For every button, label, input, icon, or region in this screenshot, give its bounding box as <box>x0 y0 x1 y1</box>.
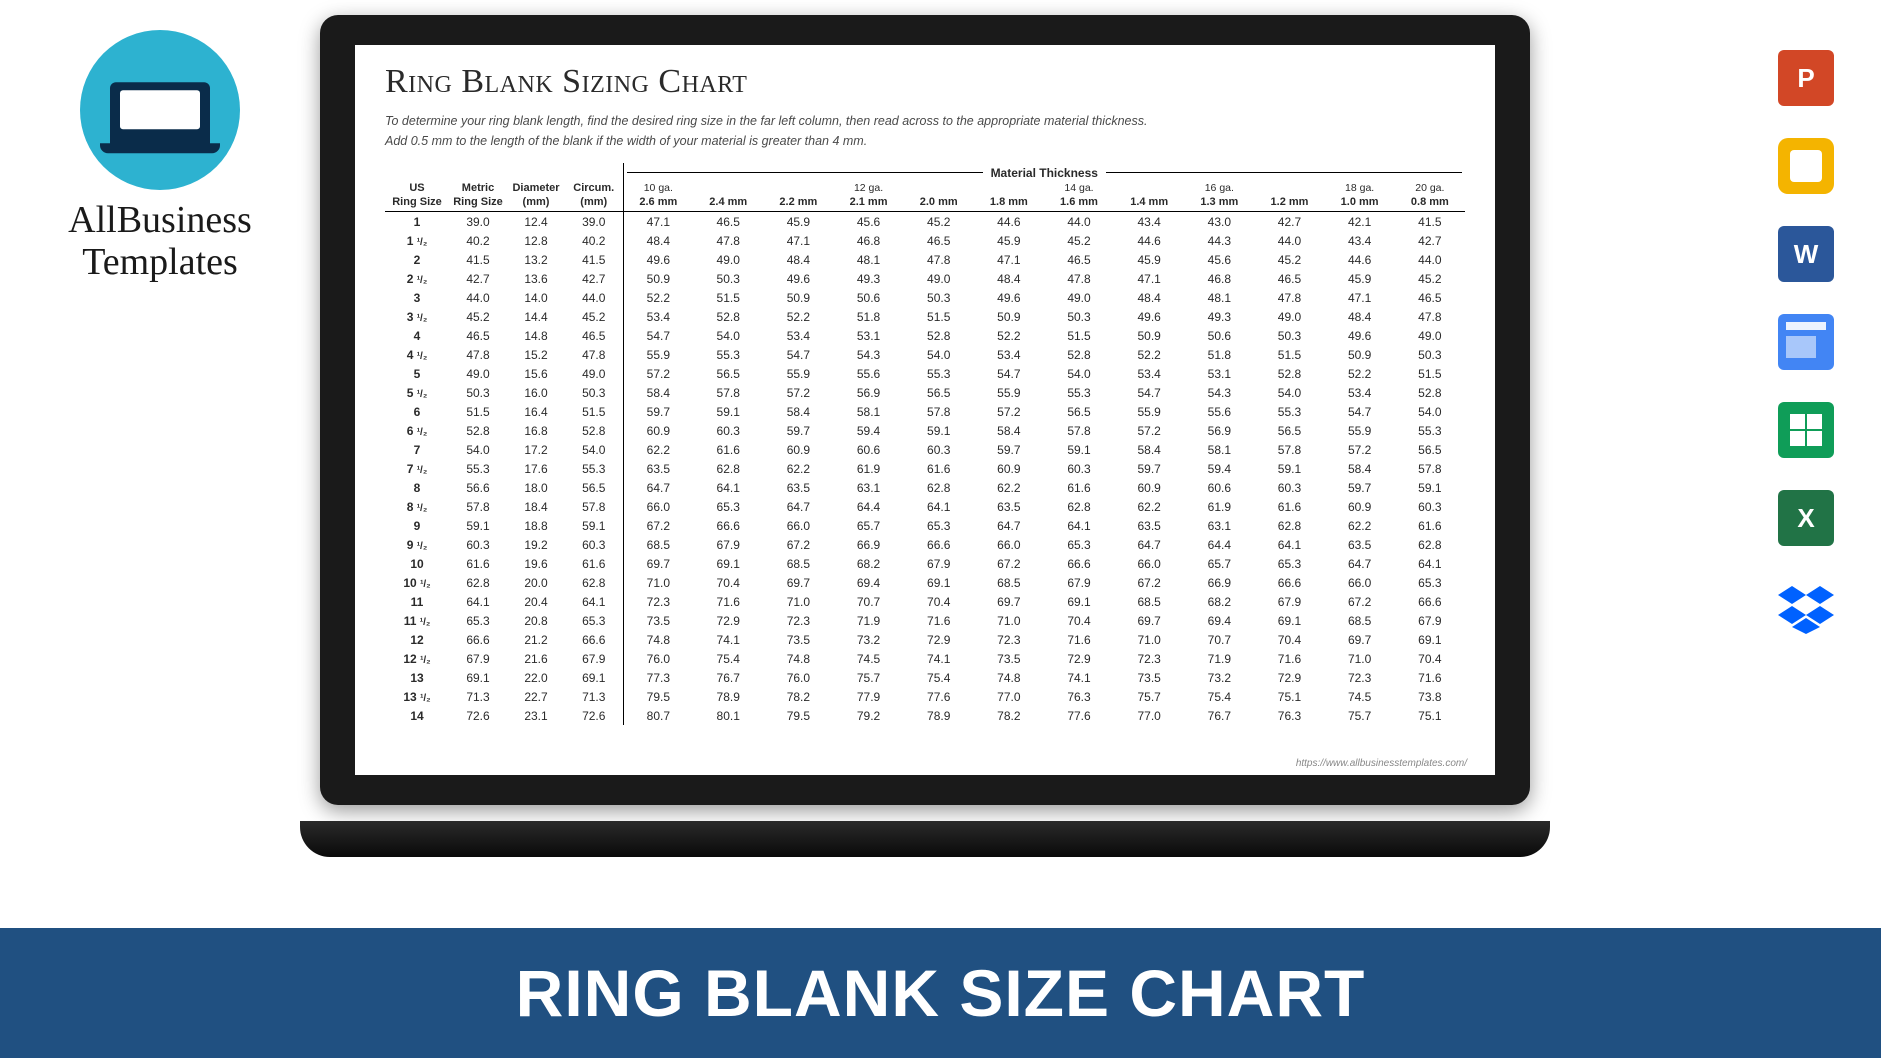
page-banner: RING BLANK SIZE CHART <box>0 928 1881 1058</box>
word-icon[interactable]: W <box>1778 226 1834 282</box>
col-thickness: 12 ga.2.1 mm <box>833 180 903 212</box>
col-us-ring-size: USRing Size <box>385 163 449 212</box>
table-row: 1369.122.069.177.376.776.075.775.474.874… <box>385 668 1465 687</box>
table-row: 11 ¹/₂65.320.865.373.572.972.371.971.671… <box>385 611 1465 630</box>
table-row: 8 ¹/₂57.818.457.866.065.364.764.464.163.… <box>385 497 1465 516</box>
material-thickness-label: Material Thickness <box>991 166 1098 180</box>
col-diameter: Diameter(mm) <box>507 163 565 212</box>
excel-icon[interactable]: X <box>1778 490 1834 546</box>
col-thickness: 1.8 mm <box>974 180 1044 212</box>
file-type-icons: P W X <box>1771 50 1841 634</box>
table-row: 139.012.439.047.146.545.945.645.244.644.… <box>385 212 1465 232</box>
table-row: 344.014.044.052.251.550.950.650.349.649.… <box>385 288 1465 307</box>
table-row: 959.118.859.167.266.666.065.765.364.764.… <box>385 516 1465 535</box>
col-thickness: 2.2 mm <box>763 180 833 212</box>
col-thickness: 2.4 mm <box>693 180 763 212</box>
col-thickness: 18 ga.1.0 mm <box>1325 180 1395 212</box>
document-preview: Ring Blank Sizing Chart To determine you… <box>355 45 1495 775</box>
document-subtitle: To determine your ring blank length, fin… <box>385 111 1465 151</box>
table-row: 1061.619.661.669.769.168.568.267.967.266… <box>385 554 1465 573</box>
col-thickness: 10 ga.2.6 mm <box>623 180 693 212</box>
col-circumference: Circum.(mm) <box>565 163 623 212</box>
table-row: 10 ¹/₂62.820.062.871.070.469.769.469.168… <box>385 573 1465 592</box>
google-docs-icon[interactable] <box>1778 314 1834 370</box>
table-row: 651.516.451.559.759.158.458.157.857.256.… <box>385 402 1465 421</box>
table-row: 1 ¹/₂40.212.840.248.447.847.146.846.545.… <box>385 231 1465 250</box>
table-row: 2 ¹/₂42.713.642.750.950.349.649.349.048.… <box>385 269 1465 288</box>
source-url: https://www.allbusinesstemplates.com/ <box>1296 758 1467 769</box>
laptop-mock: Ring Blank Sizing Chart To determine you… <box>320 15 1530 845</box>
laptop-icon <box>110 82 210 147</box>
table-row: 6 ¹/₂52.816.852.860.960.359.759.459.158.… <box>385 421 1465 440</box>
dropbox-icon[interactable] <box>1778 578 1834 634</box>
col-thickness: 1.2 mm <box>1254 180 1324 212</box>
col-thickness: 20 ga.0.8 mm <box>1395 180 1465 212</box>
laptop-bezel: Ring Blank Sizing Chart To determine you… <box>320 15 1530 805</box>
table-row: 3 ¹/₂45.214.445.253.452.852.251.851.550.… <box>385 307 1465 326</box>
google-slides-icon[interactable] <box>1778 138 1834 194</box>
table-row: 13 ¹/₂71.322.771.379.578.978.277.977.677… <box>385 687 1465 706</box>
table-row: 754.017.254.062.261.660.960.660.359.759.… <box>385 440 1465 459</box>
google-sheets-icon[interactable] <box>1778 402 1834 458</box>
logo-graphic <box>80 30 240 190</box>
table-row: 856.618.056.564.764.163.563.162.862.261.… <box>385 478 1465 497</box>
brand-logo: AllBusiness Templates <box>50 30 270 284</box>
table-row: 1164.120.464.172.371.671.070.770.469.769… <box>385 592 1465 611</box>
col-thickness: 14 ga.1.6 mm <box>1044 180 1114 212</box>
table-row: 1472.623.172.680.780.179.579.278.978.277… <box>385 706 1465 725</box>
table-row: 4 ¹/₂47.815.247.855.955.354.754.354.053.… <box>385 345 1465 364</box>
col-thickness: 16 ga.1.3 mm <box>1184 180 1254 212</box>
table-row: 12 ¹/₂67.921.667.976.075.474.874.574.173… <box>385 649 1465 668</box>
col-metric-ring-size: MetricRing Size <box>449 163 507 212</box>
sizing-table: USRing SizeMetricRing SizeDiameter(mm)Ci… <box>385 163 1465 725</box>
table-row: 9 ¹/₂60.319.260.368.567.967.266.966.666.… <box>385 535 1465 554</box>
brand-text: AllBusiness Templates <box>50 200 270 284</box>
document-title: Ring Blank Sizing Chart <box>385 63 1465 101</box>
table-row: 549.015.649.057.256.555.955.655.354.754.… <box>385 364 1465 383</box>
powerpoint-icon[interactable]: P <box>1778 50 1834 106</box>
table-row: 7 ¹/₂55.317.655.363.562.862.261.961.660.… <box>385 459 1465 478</box>
table-row: 241.513.241.549.649.048.448.147.847.146.… <box>385 250 1465 269</box>
col-thickness: 1.4 mm <box>1114 180 1184 212</box>
col-thickness: 2.0 mm <box>904 180 974 212</box>
table-row: 1266.621.266.674.874.173.573.272.972.371… <box>385 630 1465 649</box>
table-row: 446.514.846.554.754.053.453.152.852.251.… <box>385 326 1465 345</box>
table-row: 5 ¹/₂50.316.050.358.457.857.256.956.555.… <box>385 383 1465 402</box>
laptop-base <box>300 821 1550 857</box>
